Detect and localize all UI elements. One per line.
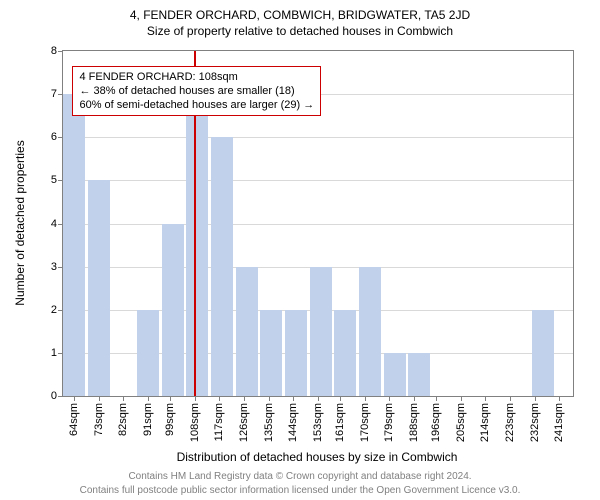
histogram-bar	[162, 224, 184, 397]
gridline	[63, 137, 573, 138]
x-axis-label: Distribution of detached houses by size …	[177, 450, 458, 464]
xtick-label: 144sqm	[287, 403, 299, 442]
ytick-label: 7	[51, 88, 63, 100]
histogram-bar	[408, 353, 430, 396]
plot-area: 0123456784 FENDER ORCHARD: 108sqm← 38% o…	[62, 50, 574, 397]
chart-container: 4, FENDER ORCHARD, COMBWICH, BRIDGWATER,…	[0, 0, 600, 500]
histogram-bar	[186, 94, 208, 396]
histogram-bar	[310, 267, 332, 396]
histogram-bar	[211, 137, 233, 396]
xtick-mark	[436, 396, 437, 401]
xtick-mark	[293, 396, 294, 401]
xtick-mark	[170, 396, 171, 401]
xtick-label: 135sqm	[263, 403, 275, 442]
gridline	[63, 180, 573, 181]
xtick-mark	[148, 396, 149, 401]
histogram-bar	[532, 310, 554, 396]
annotation-line-2: ← 38% of detached houses are smaller (18…	[79, 84, 314, 98]
xtick-mark	[74, 396, 75, 401]
xtick-label: 99sqm	[164, 403, 176, 436]
xtick-mark	[269, 396, 270, 401]
ytick-label: 0	[51, 390, 63, 402]
footer: Contains HM Land Registry data © Crown c…	[0, 470, 600, 497]
histogram-bar	[359, 267, 381, 396]
xtick-label: 73sqm	[93, 403, 105, 436]
xtick-mark	[389, 396, 390, 401]
annotation-line-1: 4 FENDER ORCHARD: 108sqm	[79, 70, 314, 84]
footer-line-2: Contains full postcode public sector inf…	[0, 484, 600, 498]
histogram-bar	[88, 180, 110, 396]
histogram-bar	[137, 310, 159, 396]
xtick-label: 153sqm	[312, 403, 324, 442]
xtick-mark	[219, 396, 220, 401]
xtick-label: 223sqm	[504, 403, 516, 442]
histogram-bar	[260, 310, 282, 396]
xtick-label: 179sqm	[383, 403, 395, 442]
xtick-mark	[414, 396, 415, 401]
xtick-mark	[461, 396, 462, 401]
ytick-label: 2	[51, 304, 63, 316]
xtick-label: 188sqm	[408, 403, 420, 442]
title-block: 4, FENDER ORCHARD, COMBWICH, BRIDGWATER,…	[0, 0, 600, 39]
histogram-bar	[285, 310, 307, 396]
histogram-bar	[236, 267, 258, 396]
xtick-label: 117sqm	[213, 403, 225, 441]
ytick-label: 5	[51, 174, 63, 186]
xtick-mark	[340, 396, 341, 401]
ytick-label: 1	[51, 347, 63, 359]
xtick-mark	[195, 396, 196, 401]
xtick-mark	[244, 396, 245, 401]
xtick-label: 91sqm	[142, 403, 154, 436]
ytick-label: 6	[51, 131, 63, 143]
ytick-label: 8	[51, 45, 63, 57]
xtick-label: 161sqm	[334, 403, 346, 442]
histogram-bar	[334, 310, 356, 396]
xtick-label: 241sqm	[553, 403, 565, 442]
xtick-label: 82sqm	[117, 403, 129, 436]
address-line: 4, FENDER ORCHARD, COMBWICH, BRIDGWATER,…	[0, 8, 600, 24]
y-axis-label: Number of detached properties	[13, 140, 27, 305]
gridline	[63, 224, 573, 225]
xtick-mark	[510, 396, 511, 401]
xtick-label: 64sqm	[68, 403, 80, 436]
histogram-bar	[384, 353, 406, 396]
subtitle-line: Size of property relative to detached ho…	[0, 24, 600, 40]
histogram-bar	[63, 94, 85, 396]
annotation-box: 4 FENDER ORCHARD: 108sqm← 38% of detache…	[72, 66, 321, 117]
xtick-mark	[318, 396, 319, 401]
xtick-mark	[559, 396, 560, 401]
xtick-mark	[535, 396, 536, 401]
annotation-line-3: 60% of semi-detached houses are larger (…	[79, 98, 314, 112]
xtick-label: 214sqm	[479, 403, 491, 442]
xtick-label: 108sqm	[189, 403, 201, 442]
xtick-mark	[485, 396, 486, 401]
xtick-mark	[99, 396, 100, 401]
ytick-label: 3	[51, 261, 63, 273]
xtick-label: 232sqm	[529, 403, 541, 442]
xtick-mark	[365, 396, 366, 401]
xtick-mark	[123, 396, 124, 401]
xtick-label: 126sqm	[238, 403, 250, 442]
footer-line-1: Contains HM Land Registry data © Crown c…	[0, 470, 600, 484]
xtick-label: 170sqm	[359, 403, 371, 442]
xtick-label: 196sqm	[430, 403, 442, 442]
ytick-label: 4	[51, 218, 63, 230]
xtick-label: 205sqm	[455, 403, 467, 442]
